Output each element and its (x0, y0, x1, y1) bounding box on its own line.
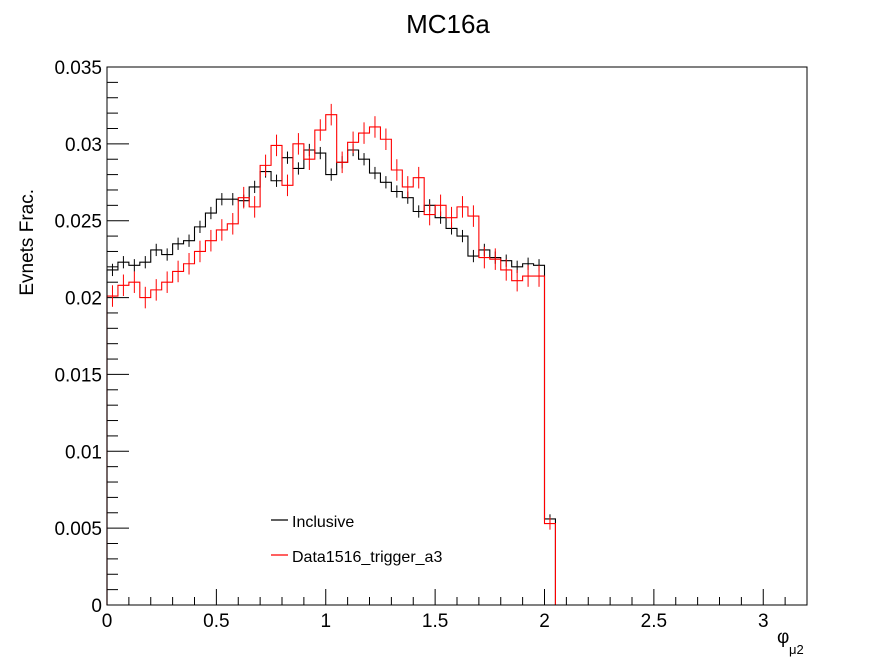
legend: Inclusive Data1516_trigger_a3 (271, 514, 442, 566)
axis-tick-labels: 0 0.005 0.01 0.015 0.02 0.025 0.03 0.035 0 0.5 1 1.… (54, 58, 768, 632)
y-tick-label: 0.01 (65, 442, 102, 463)
y-tick-label: 0.035 (54, 58, 102, 79)
y-tick-label: 0.005 (54, 519, 102, 540)
axis-ticks (106, 66, 808, 606)
y-tick-label: 0.025 (54, 212, 102, 233)
plot-frame (106, 66, 808, 606)
x-tick-label: 2.5 (641, 611, 667, 632)
y-tick-label: 0.03 (65, 135, 102, 156)
x-tick-label: 1 (320, 611, 331, 632)
legend-label-data1516: Data1516_trigger_a3 (292, 549, 442, 566)
y-tick-label: 0.015 (54, 365, 102, 386)
x-tick-label: 2 (539, 611, 550, 632)
chart-title: MC16a (406, 9, 490, 39)
x-axis-title-subscript: μ2 (789, 642, 804, 657)
series-1 (106, 103, 556, 605)
y-tick-label: 0.02 (65, 289, 102, 310)
series-step-line (106, 149, 556, 605)
legend-label-inclusive: Inclusive (292, 514, 354, 531)
series-step-line (106, 114, 556, 605)
x-tick-label: 1.5 (422, 611, 448, 632)
x-tick-label: 3 (758, 611, 769, 632)
y-tick-label: 0 (91, 596, 102, 617)
x-axis-title: φ μ2 (777, 627, 804, 657)
x-axis-title-main: φ (777, 627, 789, 648)
y-axis-title: Evnets Frac. (17, 189, 38, 296)
x-tick-label: 0.5 (203, 611, 229, 632)
series-layer (106, 103, 556, 605)
x-tick-label: 0 (102, 611, 113, 632)
